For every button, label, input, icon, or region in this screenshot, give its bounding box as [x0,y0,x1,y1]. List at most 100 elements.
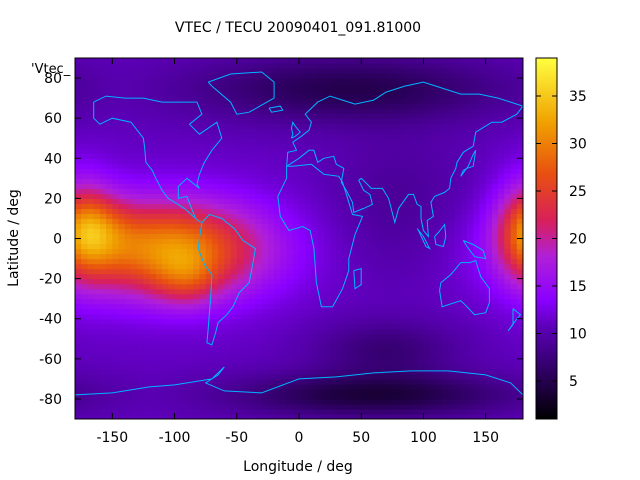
heatmap-cell [442,258,449,265]
heatmap-cell [180,278,188,285]
heatmap-cell [180,163,188,169]
heatmap-cell [429,298,437,305]
heatmap-cell [423,228,431,235]
heatmap-cell [274,133,281,139]
heatmap-cell [323,378,331,385]
heatmap-cell [386,403,393,410]
heatmap-cell [479,238,487,245]
heatmap-cell [143,63,151,69]
heatmap-cell [342,173,350,179]
heatmap-cell [112,98,120,104]
heatmap-cell [411,313,418,320]
heatmap-cell [87,178,95,184]
heatmap-cell [404,133,412,139]
heatmap-cell [131,203,138,210]
heatmap-cell [473,398,481,405]
heatmap-cell [261,98,269,104]
heatmap-cell [361,323,369,330]
heatmap-cell [243,303,250,310]
heatmap-cell [162,243,169,250]
heatmap-cell [81,233,89,240]
heatmap-cell [286,258,294,265]
heatmap-cell [423,123,431,129]
heatmap-cell [491,318,499,325]
heatmap-cell [448,73,456,79]
heatmap-cell [249,153,257,159]
heatmap-cell [473,248,481,255]
heatmap-cell [267,158,275,164]
heatmap-cell [355,108,362,114]
heatmap-cell [193,348,201,355]
heatmap-cell [429,203,437,210]
heatmap-cell [199,68,207,74]
heatmap-cell [93,123,101,129]
heatmap-cell [205,248,213,255]
heatmap-cell [93,243,101,250]
heatmap-cell [442,193,449,199]
heatmap-cell [199,273,207,280]
heatmap-cell [323,263,331,270]
heatmap-cell [423,78,431,84]
heatmap-cell [305,303,313,310]
heatmap-cell [373,153,381,159]
heatmap-cell [137,313,145,320]
heatmap-cell [473,108,481,114]
heatmap-cell [174,208,182,215]
heatmap-cell [224,183,232,189]
heatmap-cell [112,358,120,365]
heatmap-cell [429,113,437,119]
heatmap-cell [498,63,505,69]
heatmap-cell [118,283,126,290]
heatmap-cell [442,68,449,74]
heatmap-cell [143,143,151,149]
heatmap-cell [348,398,356,405]
heatmap-cell [224,173,232,179]
heatmap-cell [75,68,82,74]
heatmap-cell [292,223,300,230]
heatmap-cell [230,138,238,144]
heatmap-cell [292,238,300,245]
heatmap-cell [392,108,400,114]
heatmap-cell [404,358,412,365]
heatmap-cell [373,243,381,250]
heatmap-cell [81,188,89,194]
heatmap-cell [361,168,369,174]
heatmap-cell [386,408,393,415]
heatmap-cell [106,88,113,94]
heatmap-cell [211,198,219,204]
heatmap-cell [162,63,169,69]
heatmap-cell [355,398,362,405]
heatmap-cell [174,173,182,179]
heatmap-cell [230,88,238,94]
heatmap-cell [361,403,369,410]
heatmap-cell [118,158,126,164]
heatmap-cell [187,73,194,79]
heatmap-cell [392,223,400,230]
heatmap-cell [392,263,400,270]
heatmap-cell [143,408,151,415]
heatmap-cell [267,258,275,265]
heatmap-cell [118,108,126,114]
heatmap-cell [155,273,163,280]
heatmap-cell [473,333,481,340]
heatmap-cell [348,303,356,310]
heatmap-cell [274,338,281,345]
heatmap-cell [323,213,331,220]
heatmap-cell [417,413,425,419]
heatmap-cell [373,208,381,215]
heatmap-cell [367,188,375,194]
heatmap-cell [124,233,132,240]
heatmap-cell [330,278,337,285]
heatmap-cell [280,303,288,310]
heatmap-cell [467,153,474,159]
heatmap-cell [106,333,113,340]
heatmap-cell [274,283,281,290]
heatmap-cell [149,303,157,310]
heatmap-cell [87,158,95,164]
heatmap-cell [367,303,375,310]
heatmap-cell [255,358,263,365]
heatmap-cell [491,133,499,139]
heatmap-cell [174,268,182,275]
heatmap-cell [267,133,275,139]
heatmap-cell [404,233,412,240]
